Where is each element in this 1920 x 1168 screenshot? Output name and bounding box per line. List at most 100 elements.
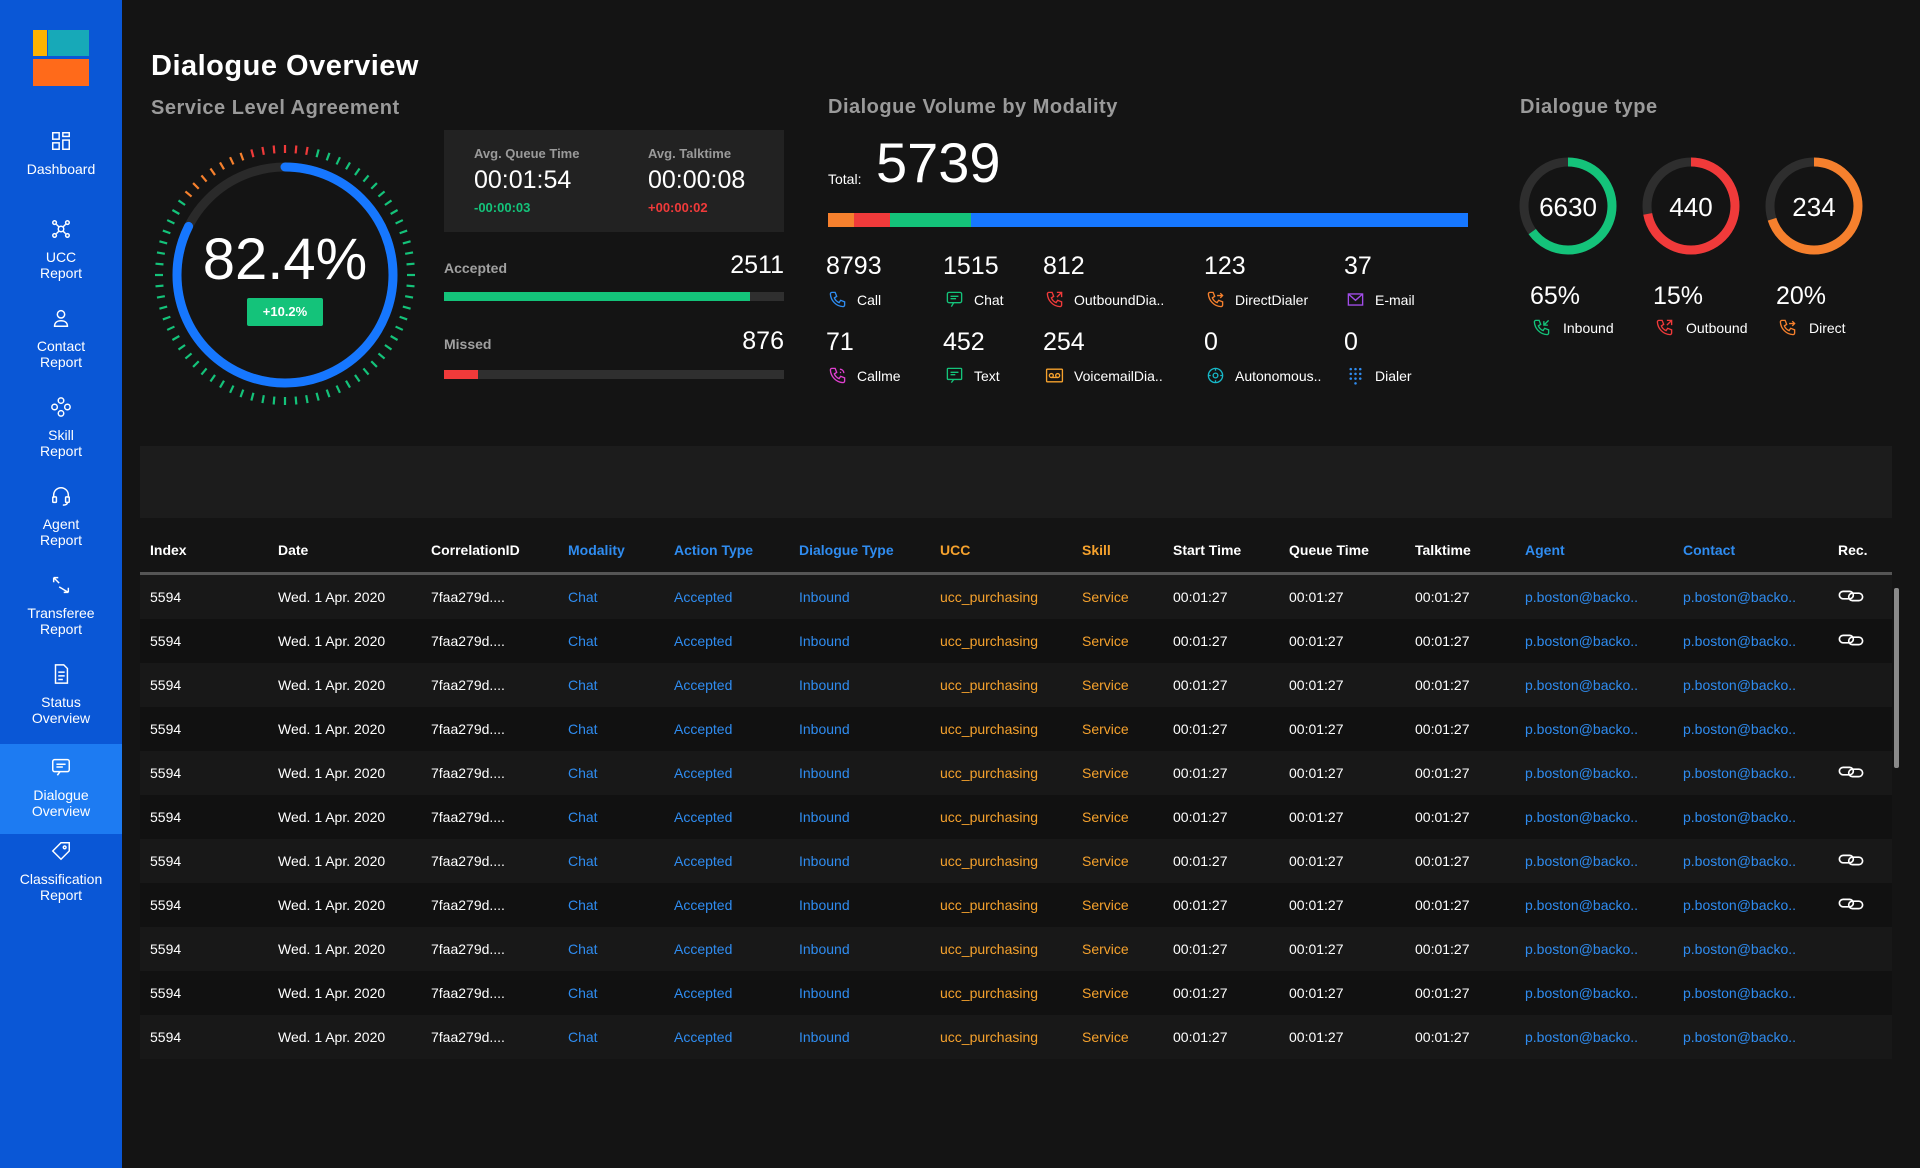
modality-dialer[interactable]: Dialer <box>1346 366 1412 385</box>
cell-correlation-id: 7faa279d.... <box>421 971 558 1015</box>
column-header-modality[interactable]: Modality <box>558 528 664 575</box>
cell-contact[interactable]: p.boston@backo.. <box>1673 1015 1828 1059</box>
cell-agent[interactable]: p.boston@backo.. <box>1515 751 1673 795</box>
link-icon[interactable] <box>1838 764 1864 780</box>
table-row[interactable]: 5594 Wed. 1 Apr. 2020 7faa279d.... Chat Acce… <box>140 883 1892 927</box>
cell-contact[interactable]: p.boston@backo.. <box>1673 927 1828 971</box>
column-header-date[interactable]: Date <box>268 528 421 575</box>
cell-queue-time: 00:01:27 <box>1279 839 1405 883</box>
cell-skill: Service <box>1072 795 1163 839</box>
table-header-row: Index Date CorrelationID Modality Action Typ… <box>140 528 1892 575</box>
table-row[interactable]: 5594 Wed. 1 Apr. 2020 7faa279d.... Chat Acce… <box>140 795 1892 839</box>
gauge-tick <box>399 229 408 235</box>
column-header-talktime[interactable]: Talktime <box>1405 528 1515 575</box>
column-header-action-type[interactable]: Action Type <box>664 528 789 575</box>
cell-agent[interactable]: p.boston@backo.. <box>1515 619 1673 663</box>
sidebar-item-dashboard[interactable]: Dashboard <box>0 130 122 214</box>
link-icon[interactable] <box>1838 852 1864 868</box>
gauge-tick <box>219 161 225 170</box>
table-row[interactable]: 5594 Wed. 1 Apr. 2020 7faa279d.... Chat Acce… <box>140 663 1892 707</box>
table-row[interactable]: 5594 Wed. 1 Apr. 2020 7faa279d.... Chat Acce… <box>140 573 1892 619</box>
table-row[interactable]: 5594 Wed. 1 Apr. 2020 7faa279d.... Chat Acce… <box>140 707 1892 751</box>
column-header-contact[interactable]: Contact <box>1673 528 1828 575</box>
cell-agent[interactable]: p.boston@backo.. <box>1515 573 1673 619</box>
sidebar-item-status-overview[interactable]: Status Overview <box>0 663 122 747</box>
sidebar-item-skill-report[interactable]: Skill Report <box>0 396 122 480</box>
link-icon[interactable] <box>1838 588 1864 604</box>
cell-contact[interactable]: p.boston@backo.. <box>1673 707 1828 751</box>
cell-index: 5594 <box>140 927 268 971</box>
cell-correlation-id: 7faa279d.... <box>421 663 558 707</box>
cell-contact[interactable]: p.boston@backo.. <box>1673 795 1828 839</box>
cell-agent[interactable]: p.boston@backo.. <box>1515 927 1673 971</box>
table-row[interactable]: 5594 Wed. 1 Apr. 2020 7faa279d.... Chat Acce… <box>140 1015 1892 1059</box>
table-row[interactable]: 5594 Wed. 1 Apr. 2020 7faa279d.... Chat Acce… <box>140 751 1892 795</box>
column-header-index[interactable]: Index <box>140 528 268 575</box>
cell-date: Wed. 1 Apr. 2020 <box>268 707 421 751</box>
cell-agent[interactable]: p.boston@backo.. <box>1515 795 1673 839</box>
dialogue-type-direct[interactable]: Direct <box>1778 318 1846 337</box>
cell-recording[interactable] <box>1828 839 1892 883</box>
column-header-dialogue-type[interactable]: Dialogue Type <box>789 528 930 575</box>
dialogue-table: Index Date CorrelationID Modality Action Typ… <box>140 528 1892 1059</box>
cell-index: 5594 <box>140 971 268 1015</box>
column-header-rec[interactable]: Rec. <box>1828 528 1892 575</box>
link-icon[interactable] <box>1838 632 1864 648</box>
cell-contact[interactable]: p.boston@backo.. <box>1673 839 1828 883</box>
app-logo[interactable] <box>33 30 89 86</box>
modality-autonomous[interactable]: Autonomous.. <box>1206 366 1321 385</box>
modality-outbounddia[interactable]: OutboundDia.. <box>1045 290 1164 309</box>
modality-callme[interactable]: Callme <box>828 366 901 385</box>
dialogue-type-inbound[interactable]: Inbound <box>1532 318 1614 337</box>
sidebar-item-ucc-report[interactable]: UCC Report <box>0 218 122 302</box>
modality-label: VoicemailDia.. <box>1074 367 1163 384</box>
cell-skill: Service <box>1072 707 1163 751</box>
modality-voicemaildia[interactable]: VoicemailDia.. <box>1045 366 1163 385</box>
cell-agent[interactable]: p.boston@backo.. <box>1515 883 1673 927</box>
cell-recording[interactable] <box>1828 883 1892 927</box>
cell-modality: Chat <box>558 927 664 971</box>
sidebar-item-classification-report[interactable]: Classification Report <box>0 840 122 924</box>
column-header-skill[interactable]: Skill <box>1072 528 1163 575</box>
link-icon[interactable] <box>1838 896 1864 912</box>
modality-directdialer[interactable]: DirectDialer <box>1206 290 1308 309</box>
cell-contact[interactable]: p.boston@backo.. <box>1673 573 1828 619</box>
sidebar-item-agent-report[interactable]: Agent Report <box>0 485 122 569</box>
donut-outbound: 440 <box>1641 156 1741 256</box>
cell-agent[interactable]: p.boston@backo.. <box>1515 839 1673 883</box>
cell-contact[interactable]: p.boston@backo.. <box>1673 883 1828 927</box>
table-row[interactable]: 5594 Wed. 1 Apr. 2020 7faa279d.... Chat Acce… <box>140 839 1892 883</box>
modality-e-mail[interactable]: E-mail <box>1346 290 1415 309</box>
cell-agent[interactable]: p.boston@backo.. <box>1515 1015 1673 1059</box>
gauge-tick <box>200 367 208 376</box>
modality-call[interactable]: Call <box>828 290 881 309</box>
sidebar-item-contact-report[interactable]: Contact Report <box>0 307 122 391</box>
dialogue-type-outbound[interactable]: Outbound <box>1655 318 1748 337</box>
sidebar-item-dialogue-overview[interactable]: Dialogue Overview <box>0 744 122 834</box>
cell-contact[interactable]: p.boston@backo.. <box>1673 619 1828 663</box>
modality-count-voicemaildia: 254 <box>1043 328 1085 356</box>
table-row[interactable]: 5594 Wed. 1 Apr. 2020 7faa279d.... Chat Acce… <box>140 619 1892 663</box>
column-header-agent[interactable]: Agent <box>1515 528 1673 575</box>
cell-agent[interactable]: p.boston@backo.. <box>1515 663 1673 707</box>
table-scrollbar[interactable] <box>1894 588 1899 768</box>
column-header-start-time[interactable]: Start Time <box>1163 528 1279 575</box>
cell-agent[interactable]: p.boston@backo.. <box>1515 707 1673 751</box>
table-row[interactable]: 5594 Wed. 1 Apr. 2020 7faa279d.... Chat Acce… <box>140 971 1892 1015</box>
cell-contact[interactable]: p.boston@backo.. <box>1673 971 1828 1015</box>
column-header-ucc[interactable]: UCC <box>930 528 1072 575</box>
sidebar-item-transferee-report[interactable]: Transferee Report <box>0 574 122 658</box>
cell-recording[interactable] <box>1828 573 1892 619</box>
gauge-tick <box>239 389 245 398</box>
cell-contact[interactable]: p.boston@backo.. <box>1673 663 1828 707</box>
cell-recording[interactable] <box>1828 619 1892 663</box>
modality-chat[interactable]: Chat <box>945 290 1004 309</box>
column-header-queue-time[interactable]: Queue Time <box>1279 528 1405 575</box>
table-row[interactable]: 5594 Wed. 1 Apr. 2020 7faa279d.... Chat Acce… <box>140 927 1892 971</box>
modality-count-text: 452 <box>943 328 985 356</box>
cell-agent[interactable]: p.boston@backo.. <box>1515 971 1673 1015</box>
modality-text[interactable]: Text <box>945 366 1000 385</box>
column-header-correlationid[interactable]: CorrelationID <box>421 528 558 575</box>
cell-contact[interactable]: p.boston@backo.. <box>1673 751 1828 795</box>
cell-recording[interactable] <box>1828 751 1892 795</box>
